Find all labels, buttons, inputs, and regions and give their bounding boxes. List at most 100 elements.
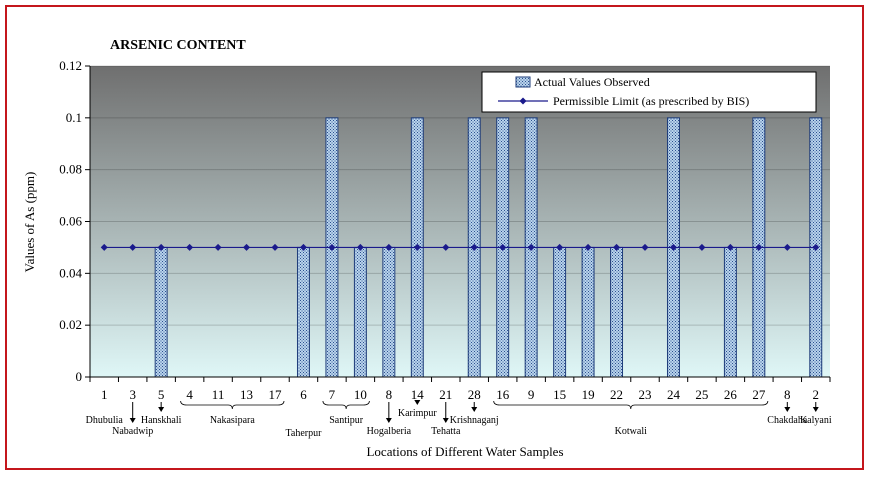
x-tick-label: 8 [386,387,393,402]
limit-marker [556,243,564,251]
x-tick-label: 13 [240,387,253,402]
x-tick-label: 17 [269,387,283,402]
y-axis-title: Values of As (ppm) [22,172,37,273]
x-tick-label: 4 [186,387,193,402]
limit-marker [470,243,478,251]
x-tick-label: 9 [528,387,535,402]
x-tick-label: 5 [158,387,165,402]
location-label: Hogalberia [367,426,412,437]
x-tick-label: 6 [300,387,307,402]
bar [353,246,367,378]
x-tick-label: 26 [724,387,738,402]
x-tick-label: 27 [752,387,766,402]
limit-marker [100,243,108,251]
x-tick-label: 7 [329,387,336,402]
location-arrow-head [442,418,449,423]
limit-marker [527,243,535,251]
limit-marker [385,243,393,251]
location-label: Kotwali [615,426,647,437]
limit-marker [584,243,592,251]
limit-marker [271,243,279,251]
limit-marker [157,243,165,251]
limit-series [100,243,820,251]
location-arrow-head [812,407,819,412]
x-tick-label: 19 [582,387,595,402]
bar [610,246,624,378]
limit-marker [413,243,421,251]
location-label: Nabadwip [112,426,153,437]
limit-marker [129,243,137,251]
x-tick-label: 15 [553,387,566,402]
location-label: Nakasipara [210,415,256,426]
legend-line-label: Permissible Limit (as prescribed by BIS) [553,94,749,108]
plot-area [90,66,830,377]
location-brace [493,400,769,410]
bar [296,246,310,378]
location-arrow-head [784,407,791,412]
y-tick-label: 0 [76,369,83,384]
y-tick-label: 0.12 [59,58,82,73]
x-tick-label: 22 [610,387,623,402]
chart-title: ARSENIC CONTENT [110,38,246,53]
limit-marker [214,243,222,251]
x-tick-label: 3 [129,387,136,402]
x-tick-label: 2 [813,387,820,402]
location-label: Krishnaganj [450,415,499,426]
limit-marker [698,243,706,251]
limit-marker [641,243,649,251]
location-arrow-head [129,418,136,423]
x-tick-label: 24 [667,387,681,402]
y-tick-label: 0.1 [66,110,82,125]
limit-marker [783,243,791,251]
location-arrow-head [385,418,392,423]
x-axis: 1 3 5 4 11 13 17 6 7 10 8 14 21 28 16 9 15 19 22 23 24 25 26 27… [89,376,831,402]
location-label: Dhubulia [86,415,124,426]
limit-marker [613,243,621,251]
location-label: Hanskhali [141,415,182,426]
x-tick-label: 21 [439,387,452,402]
limit-marker [669,243,677,251]
x-tick-label: 23 [639,387,652,402]
legend: Actual Values Observed Permissible Limit… [481,71,817,113]
bar [154,246,168,378]
limit-marker [812,243,820,251]
location-label: Taherpur [285,428,322,439]
location-brace [322,400,370,410]
x-tick-label: 14 [411,387,425,402]
location-arrow-head [414,400,421,405]
y-tick-label: 0.02 [59,317,82,332]
limit-marker [243,243,251,251]
x-tick-label: 16 [496,387,510,402]
y-axis: 0 0.02 0.04 0.06 0.08 0.1 0.12 [59,58,91,384]
location-label: Chakdaha [767,415,808,426]
x-tick-label: 25 [695,387,708,402]
x-tick-label: 8 [784,387,791,402]
legend-box [481,71,817,113]
x-axis-title: Locations of Different Water Samples [366,444,563,459]
limit-marker [755,243,763,251]
x-tick-label: 10 [354,387,367,402]
legend-bar-label: Actual Values Observed [534,75,650,89]
limit-marker [328,243,336,251]
limit-marker [499,243,507,251]
y-tick-label: 0.06 [59,214,82,229]
x-tick-label: 28 [468,387,481,402]
limit-marker [299,243,307,251]
y-tick-label: 0.04 [59,265,82,280]
bar [723,246,737,378]
bar [553,246,567,378]
bar [382,246,396,378]
gridlines [90,65,830,326]
legend-diamond-marker [519,97,527,105]
x-tick-label: 11 [212,387,225,402]
limit-marker [726,243,734,251]
bar [581,246,595,378]
y-tick-label: 0.08 [59,162,82,177]
location-arrow-head [471,407,478,412]
location-brace [180,400,285,410]
limit-marker [186,243,194,251]
x-tick-label: 1 [101,387,108,402]
legend-bar-swatch [515,76,531,88]
